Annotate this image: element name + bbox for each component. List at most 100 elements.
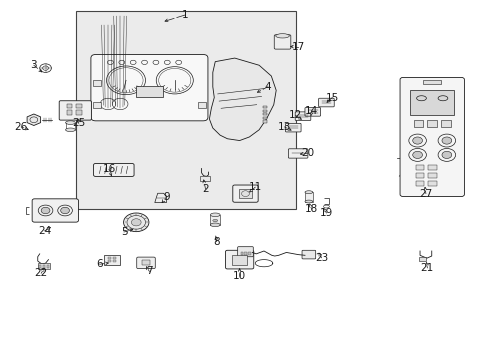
- FancyBboxPatch shape: [232, 185, 258, 202]
- FancyBboxPatch shape: [305, 108, 320, 116]
- Text: 22: 22: [35, 268, 48, 278]
- Text: 12: 12: [288, 111, 302, 121]
- Text: 17: 17: [291, 42, 304, 51]
- Bar: [66, 111, 72, 115]
- FancyBboxPatch shape: [59, 101, 91, 120]
- Text: 3: 3: [30, 60, 37, 70]
- Bar: [39, 265, 41, 268]
- FancyBboxPatch shape: [302, 250, 315, 259]
- Text: 10: 10: [233, 271, 245, 281]
- Circle shape: [441, 151, 451, 158]
- Bar: [240, 252, 243, 255]
- Ellipse shape: [275, 34, 289, 38]
- Bar: [66, 104, 72, 108]
- Text: 9: 9: [163, 192, 169, 202]
- PathPatch shape: [209, 58, 276, 140]
- Bar: [409, 90, 453, 116]
- Text: 14: 14: [305, 106, 318, 116]
- Bar: [427, 120, 436, 127]
- Bar: [76, 12, 295, 209]
- Bar: [427, 181, 436, 186]
- Bar: [198, 102, 205, 108]
- Circle shape: [41, 207, 50, 214]
- Text: 11: 11: [248, 182, 261, 192]
- Bar: [93, 80, 101, 86]
- Circle shape: [412, 151, 422, 158]
- Bar: [305, 192, 312, 202]
- FancyBboxPatch shape: [104, 255, 120, 265]
- Bar: [413, 120, 423, 127]
- FancyBboxPatch shape: [399, 77, 464, 197]
- Text: 18: 18: [305, 204, 318, 215]
- Text: 25: 25: [72, 118, 85, 128]
- Bar: [46, 265, 49, 268]
- Bar: [427, 165, 436, 170]
- PathPatch shape: [27, 114, 41, 126]
- Text: 27: 27: [418, 189, 431, 199]
- Text: 23: 23: [314, 253, 327, 263]
- Bar: [113, 257, 116, 259]
- Circle shape: [131, 219, 141, 226]
- Bar: [136, 86, 163, 97]
- Bar: [76, 104, 82, 108]
- Ellipse shape: [210, 213, 220, 217]
- FancyBboxPatch shape: [91, 54, 207, 121]
- Bar: [93, 102, 101, 108]
- Text: 16: 16: [102, 164, 115, 174]
- Text: 6: 6: [96, 259, 103, 269]
- Text: 2: 2: [202, 184, 208, 194]
- FancyBboxPatch shape: [237, 247, 253, 257]
- Bar: [238, 189, 252, 198]
- Bar: [415, 165, 424, 170]
- Text: 24: 24: [38, 226, 51, 236]
- FancyBboxPatch shape: [318, 98, 333, 107]
- Bar: [210, 215, 220, 225]
- Circle shape: [123, 213, 149, 231]
- PathPatch shape: [155, 193, 166, 203]
- Text: 5: 5: [121, 227, 127, 237]
- Bar: [108, 260, 111, 262]
- Text: 8: 8: [213, 237, 220, 247]
- Bar: [418, 257, 425, 261]
- FancyBboxPatch shape: [274, 35, 290, 49]
- Text: 19: 19: [319, 208, 332, 218]
- Text: 20: 20: [301, 148, 314, 158]
- Bar: [262, 121, 267, 123]
- Text: 15: 15: [325, 93, 338, 103]
- FancyBboxPatch shape: [288, 149, 307, 158]
- Bar: [440, 120, 450, 127]
- Bar: [142, 260, 150, 265]
- Bar: [427, 173, 436, 178]
- Bar: [262, 113, 267, 116]
- Bar: [231, 255, 247, 265]
- Bar: [248, 252, 250, 255]
- Ellipse shape: [305, 200, 312, 203]
- Text: 1: 1: [182, 10, 188, 20]
- Bar: [76, 111, 82, 115]
- Bar: [244, 252, 246, 255]
- Bar: [42, 265, 45, 268]
- FancyBboxPatch shape: [137, 257, 155, 269]
- Text: 4: 4: [264, 82, 271, 92]
- Ellipse shape: [305, 191, 312, 194]
- Bar: [415, 181, 424, 186]
- Bar: [38, 263, 50, 269]
- Circle shape: [441, 137, 451, 144]
- Text: 21: 21: [420, 263, 433, 273]
- FancyBboxPatch shape: [93, 163, 134, 176]
- Bar: [113, 260, 116, 262]
- FancyBboxPatch shape: [225, 250, 253, 269]
- Bar: [415, 173, 424, 178]
- FancyBboxPatch shape: [285, 123, 301, 132]
- Bar: [108, 257, 111, 259]
- Circle shape: [412, 137, 422, 144]
- Bar: [262, 110, 267, 112]
- Bar: [423, 80, 440, 84]
- Ellipse shape: [65, 128, 75, 132]
- FancyBboxPatch shape: [295, 112, 310, 121]
- Ellipse shape: [212, 220, 217, 222]
- Bar: [262, 117, 267, 119]
- Ellipse shape: [210, 223, 220, 226]
- Text: 26: 26: [15, 122, 28, 132]
- Text: 13: 13: [277, 122, 290, 132]
